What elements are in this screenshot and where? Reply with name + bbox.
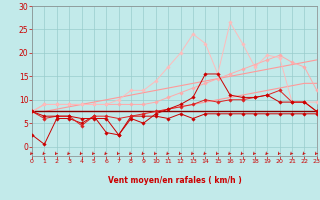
X-axis label: Vent moyen/en rafales ( km/h ): Vent moyen/en rafales ( km/h ): [108, 176, 241, 185]
